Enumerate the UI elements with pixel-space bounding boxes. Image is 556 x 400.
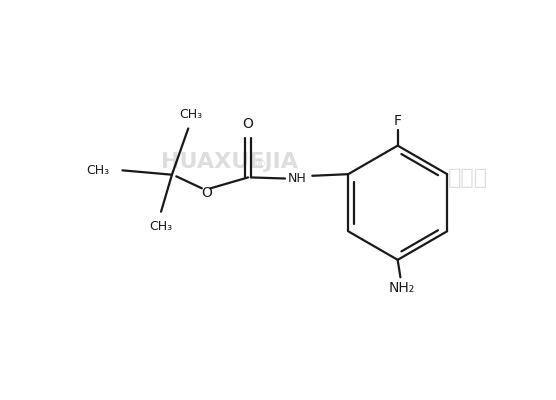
Text: NH₂: NH₂ [389, 281, 415, 295]
Text: CH₃: CH₃ [179, 108, 202, 121]
Text: 化学加: 化学加 [448, 168, 489, 188]
Text: O: O [242, 117, 254, 131]
Text: O: O [201, 186, 212, 200]
Text: CH₃: CH₃ [150, 220, 172, 233]
Text: HUAXUEJIA: HUAXUEJIA [161, 152, 297, 172]
Text: F: F [394, 114, 401, 128]
Text: ®: ® [254, 158, 266, 171]
Text: CH₃: CH₃ [86, 164, 110, 177]
Text: NH: NH [287, 172, 306, 185]
